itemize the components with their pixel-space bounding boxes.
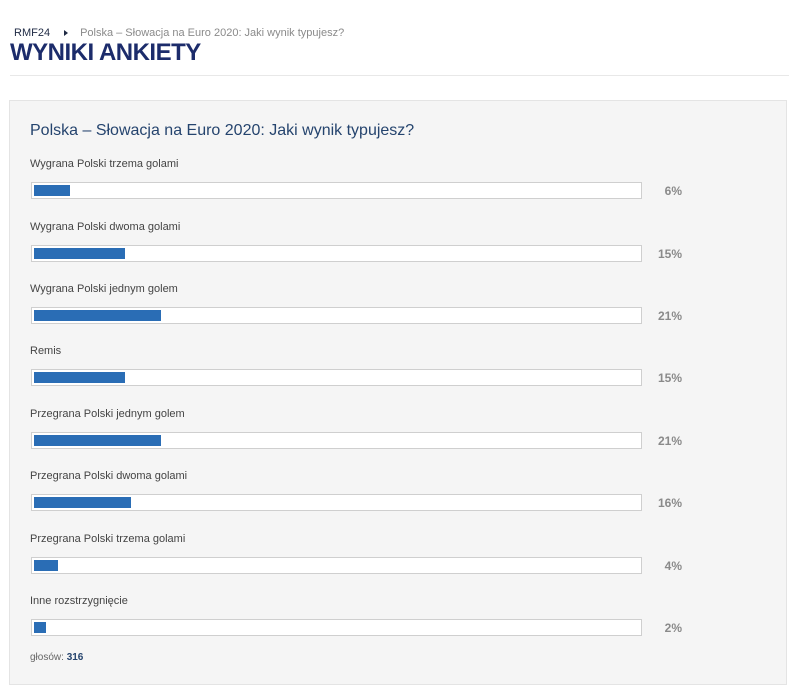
poll-option-percent: 21% xyxy=(657,309,682,323)
poll-bar-fill xyxy=(34,185,70,196)
poll-option-percent: 4% xyxy=(664,559,682,573)
poll-option-percent: 6% xyxy=(664,184,682,198)
poll-bar-track xyxy=(31,369,642,386)
poll-bar-track xyxy=(31,557,642,574)
poll-bar-track xyxy=(31,182,642,199)
poll-option: Wygrana Polski dwoma golami 15% xyxy=(30,220,690,272)
poll-bar-fill xyxy=(34,372,125,383)
poll-bar-fill xyxy=(34,435,161,446)
votes-summary: głosów: 316 xyxy=(30,652,83,663)
poll-option: Przegrana Polski jednym golem 21% xyxy=(30,407,690,459)
poll-option: Wygrana Polski trzema golami 6% xyxy=(30,157,690,209)
poll-option-label: Przegrana Polski dwoma golami xyxy=(30,470,188,482)
poll-option: Remis 15% xyxy=(30,344,690,396)
poll-bar-fill xyxy=(34,622,46,633)
page-title: WYNIKI ANKIETY xyxy=(10,39,201,66)
poll-option: Przegrana Polski dwoma golami 16% xyxy=(30,469,690,521)
breadcrumb-home-link[interactable]: RMF24 xyxy=(14,27,51,39)
poll-option: Przegrana Polski trzema golami 4% xyxy=(30,532,690,584)
breadcrumb-current: Polska – Słowacja na Euro 2020: Jaki wyn… xyxy=(80,27,345,39)
poll-bar-track xyxy=(31,245,642,262)
votes-label: głosów: xyxy=(30,652,64,663)
poll-bar-fill xyxy=(34,560,58,571)
poll-option: Inne rozstrzygnięcie 2% xyxy=(30,594,690,646)
poll-option-label: Remis xyxy=(30,345,62,357)
poll-option-label: Przegrana Polski trzema golami xyxy=(30,533,186,545)
poll-option-percent: 15% xyxy=(657,371,682,385)
poll-option-percent: 16% xyxy=(657,496,682,510)
poll-bar-track xyxy=(31,494,642,511)
poll-bar-fill xyxy=(34,497,131,508)
poll-option-percent: 21% xyxy=(657,434,682,448)
poll-bar-track xyxy=(31,432,642,449)
poll-results-box: Polska – Słowacja na Euro 2020: Jaki wyn… xyxy=(9,100,787,685)
poll-option-label: Wygrana Polski trzema golami xyxy=(30,158,179,170)
poll-option-percent: 2% xyxy=(664,621,682,635)
poll-option-label: Wygrana Polski jednym golem xyxy=(30,283,178,295)
title-divider xyxy=(10,75,789,76)
votes-count: 316 xyxy=(66,652,84,663)
poll-question: Polska – Słowacja na Euro 2020: Jaki wyn… xyxy=(30,122,415,139)
poll-option-percent: 15% xyxy=(657,247,682,261)
poll-bar-track xyxy=(31,619,642,636)
poll-option-label: Wygrana Polski dwoma golami xyxy=(30,221,181,233)
poll-option-label: Przegrana Polski jednym golem xyxy=(30,408,185,420)
breadcrumb-separator-icon xyxy=(64,30,69,36)
poll-option-label: Inne rozstrzygnięcie xyxy=(30,595,128,607)
poll-bar-fill xyxy=(34,310,161,321)
poll-bar-fill xyxy=(34,248,125,259)
poll-option: Wygrana Polski jednym golem 21% xyxy=(30,282,690,334)
breadcrumb: RMF24 Polska – Słowacja na Euro 2020: Ja… xyxy=(14,27,344,39)
poll-bar-track xyxy=(31,307,642,324)
